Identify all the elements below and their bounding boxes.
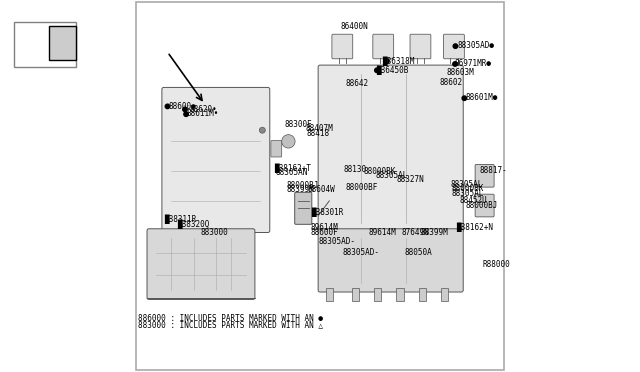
Circle shape <box>282 135 295 148</box>
Bar <box>14 22 76 67</box>
Text: 88399M: 88399M <box>420 228 448 237</box>
FancyBboxPatch shape <box>271 141 282 157</box>
Text: 88300E: 88300E <box>285 120 312 129</box>
Text: █86318M: █86318M <box>383 56 415 66</box>
Text: 88604W: 88604W <box>307 185 335 194</box>
Text: 88305AL: 88305AL <box>451 180 483 189</box>
FancyBboxPatch shape <box>318 65 463 232</box>
Text: 86971MR●: 86971MR● <box>454 59 492 68</box>
Text: 88000BJ: 88000BJ <box>287 181 319 190</box>
Text: 88611M•: 88611M• <box>187 109 219 118</box>
Bar <box>396 288 404 301</box>
Bar <box>419 288 426 301</box>
Text: █88320Q: █88320Q <box>177 220 209 230</box>
Text: 88602: 88602 <box>440 78 463 87</box>
Text: █86450B: █86450B <box>376 65 408 75</box>
FancyBboxPatch shape <box>318 229 463 292</box>
Circle shape <box>385 59 389 63</box>
Text: 88600F: 88600F <box>310 228 339 237</box>
Text: 88399M: 88399M <box>287 185 314 194</box>
Text: 88050A: 88050A <box>405 248 433 257</box>
Text: █88162+T: █88162+T <box>274 163 311 173</box>
Text: 886000 : INCLUDES PARTS MARKED WITH AN ●: 886000 : INCLUDES PARTS MARKED WITH AN ● <box>138 314 323 323</box>
Text: 88600●: 88600● <box>168 102 196 110</box>
Text: 89614M: 89614M <box>369 228 396 237</box>
Text: 88452U: 88452U <box>460 196 487 205</box>
FancyBboxPatch shape <box>373 34 394 59</box>
Bar <box>49 26 76 60</box>
Circle shape <box>453 62 457 66</box>
Text: 88642: 88642 <box>346 79 369 88</box>
Text: 88305AD-: 88305AD- <box>342 248 380 257</box>
Text: 88603M: 88603M <box>447 68 474 77</box>
Text: 88000BF: 88000BF <box>346 183 378 192</box>
Bar <box>351 288 359 301</box>
Text: 883000 : INCLUDES PARTS MARKED WITH AN △: 883000 : INCLUDES PARTS MARKED WITH AN △ <box>138 320 323 329</box>
Circle shape <box>184 112 188 116</box>
Circle shape <box>165 104 170 109</box>
Text: 88601M●: 88601M● <box>465 93 497 102</box>
Circle shape <box>374 68 379 73</box>
Text: 88130: 88130 <box>343 165 366 174</box>
Text: 88305AN: 88305AN <box>276 169 308 177</box>
Text: 88327N: 88327N <box>397 175 424 184</box>
FancyBboxPatch shape <box>444 34 465 59</box>
Text: 88000BK: 88000BK <box>364 167 396 176</box>
FancyBboxPatch shape <box>294 192 312 224</box>
Circle shape <box>453 44 458 48</box>
Circle shape <box>259 127 266 133</box>
Text: █88162+N: █88162+N <box>456 222 493 232</box>
Bar <box>374 288 381 301</box>
Text: 88305AL: 88305AL <box>376 171 408 180</box>
Bar <box>441 288 449 301</box>
FancyBboxPatch shape <box>332 34 353 59</box>
FancyBboxPatch shape <box>475 194 494 217</box>
FancyBboxPatch shape <box>147 229 255 299</box>
Text: 88407M: 88407M <box>305 124 333 133</box>
Text: 89614M: 89614M <box>310 223 339 232</box>
Text: 88305AD-: 88305AD- <box>318 237 355 246</box>
Circle shape <box>183 107 187 112</box>
FancyBboxPatch shape <box>410 34 431 59</box>
FancyBboxPatch shape <box>162 87 270 232</box>
Text: 87649N: 87649N <box>401 228 429 237</box>
FancyBboxPatch shape <box>475 164 494 187</box>
Text: █88311R: █88311R <box>164 215 196 224</box>
Text: 88817-: 88817- <box>479 166 507 175</box>
Text: R88000: R88000 <box>482 260 510 269</box>
Circle shape <box>462 96 467 100</box>
Text: █88301R: █88301R <box>310 207 343 217</box>
Text: 88305AL: 88305AL <box>452 189 484 198</box>
Text: 88418: 88418 <box>306 129 330 138</box>
Text: 88305AD●: 88305AD● <box>458 41 495 50</box>
Text: 88000BJ: 88000BJ <box>465 201 497 210</box>
Text: 88000BK: 88000BK <box>452 185 484 193</box>
Text: 86400N: 86400N <box>340 22 368 31</box>
Bar <box>326 288 333 301</box>
Text: 88620•: 88620• <box>190 105 218 114</box>
Text: 883000: 883000 <box>200 228 228 237</box>
